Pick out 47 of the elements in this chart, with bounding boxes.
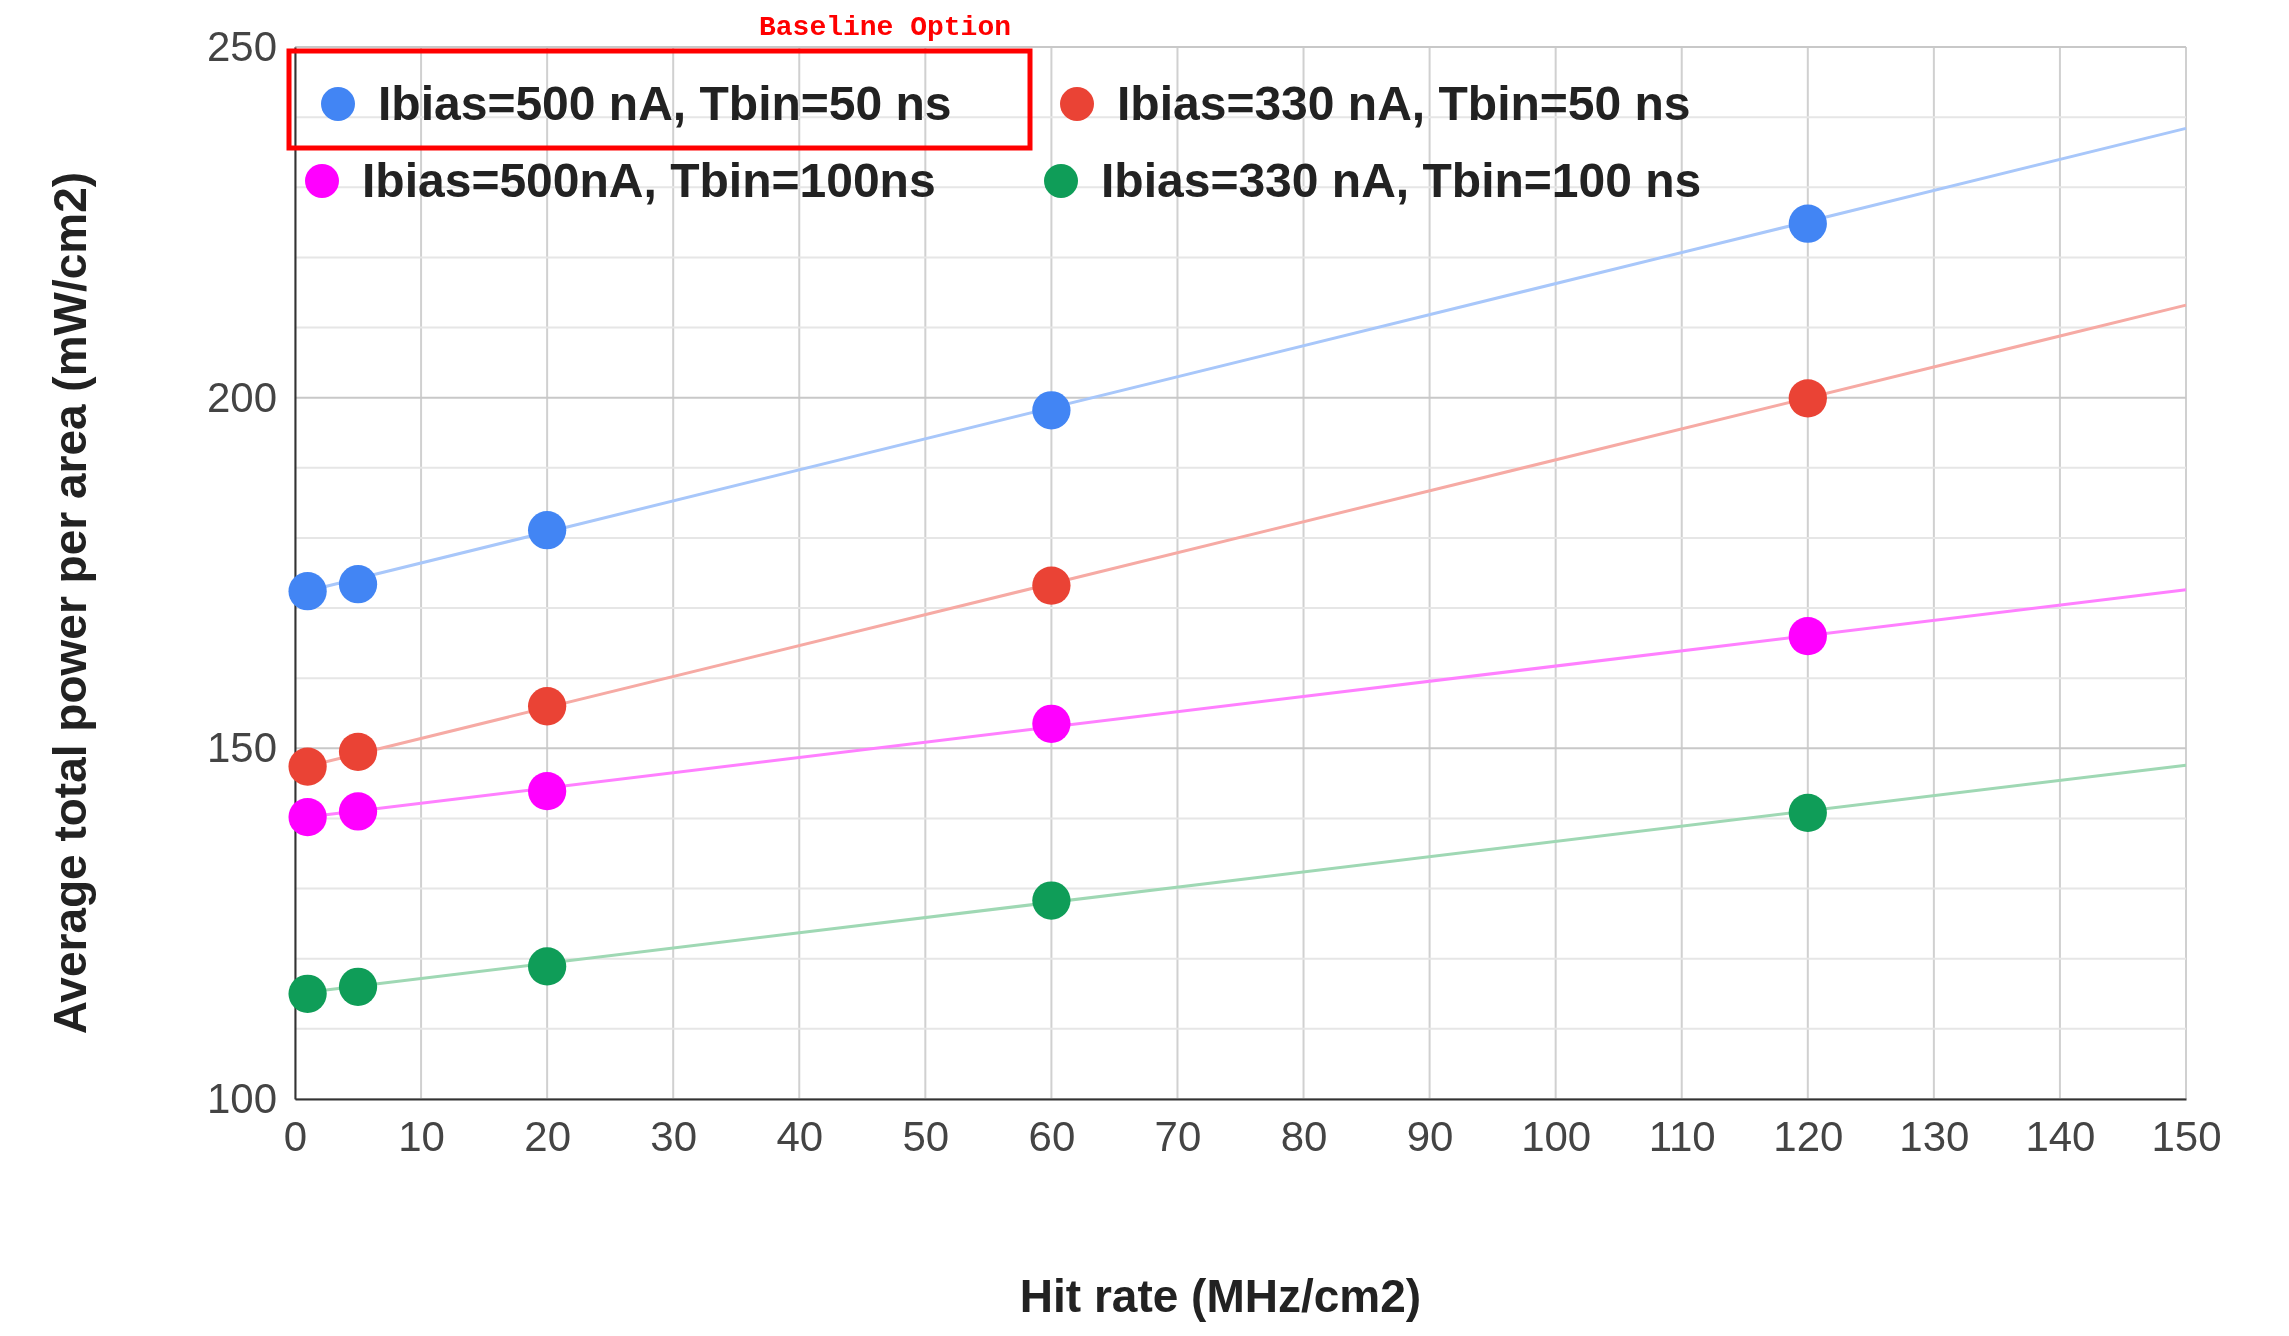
point	[1788, 379, 1827, 418]
x-tick-label: 100	[1521, 1112, 1592, 1160]
text: Baseline Option	[758, 12, 1012, 43]
point	[288, 797, 327, 837]
point	[528, 772, 567, 811]
legend-label: Ibias=500nA, Tbin=100ns	[362, 154, 936, 207]
y-tick-label: 100	[206, 1074, 277, 1122]
x-tick-label: 20	[524, 1112, 571, 1160]
point	[1032, 704, 1071, 743]
x-tick-label: 30	[650, 1112, 698, 1160]
x-tick-label: 110	[1648, 1112, 1716, 1160]
y-tick-label: 200	[206, 373, 277, 421]
x-tick-label: 70	[1154, 1112, 1202, 1160]
x-axis-title: Hit rate (MHz/cm2)	[1019, 1270, 1422, 1322]
point	[288, 974, 327, 1013]
point	[338, 967, 378, 1006]
legend-label: Ibias=330 nA, Tbin=100 ns	[1101, 154, 1702, 207]
point	[288, 747, 327, 786]
point	[1032, 566, 1071, 605]
legend-label: Ibias=500 nA, Tbin=50 ns	[378, 77, 952, 130]
x-tick-label: 120	[1773, 1112, 1844, 1160]
y-tick-label: 150	[206, 724, 277, 772]
point	[528, 511, 567, 550]
point	[1788, 793, 1827, 832]
x-tick-label: 40	[776, 1112, 824, 1160]
point	[528, 687, 567, 726]
x-tick-label: 60	[1028, 1112, 1076, 1160]
point	[1032, 391, 1071, 430]
x-tick-label: 150	[2151, 1112, 2222, 1160]
point	[1032, 881, 1071, 920]
point	[338, 732, 378, 771]
point	[1788, 617, 1827, 656]
legend-label: Ibias=330 nA, Tbin=50 ns	[1117, 77, 1691, 130]
point	[288, 572, 327, 611]
point	[528, 947, 567, 986]
y-axis-title: Average total power per area (mW/cm2)	[44, 171, 96, 1035]
x-tick-label: 0	[283, 1112, 308, 1160]
x-tick-label: 80	[1280, 1112, 1328, 1160]
x-tick-label: 10	[398, 1112, 445, 1160]
point	[338, 792, 378, 831]
x-tick-label: 90	[1406, 1112, 1454, 1160]
x-tick-label: 130	[1899, 1112, 1970, 1160]
x-tick-label: 140	[2025, 1112, 2096, 1160]
x-tick-label: 50	[902, 1112, 950, 1160]
point	[1788, 204, 1827, 243]
y-tick-label: 250	[206, 22, 277, 70]
point	[338, 565, 378, 604]
